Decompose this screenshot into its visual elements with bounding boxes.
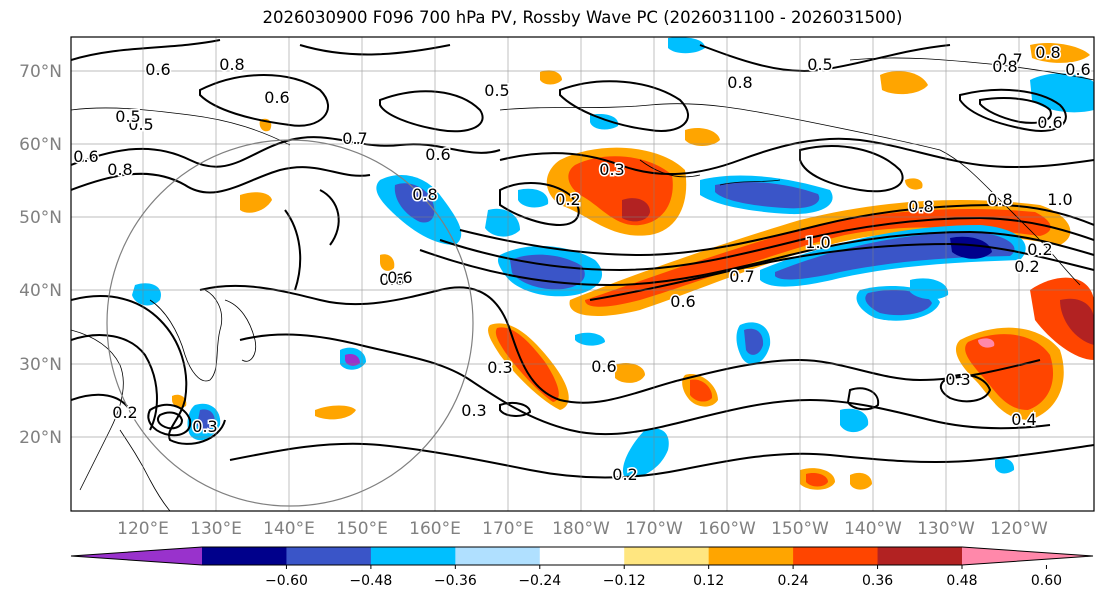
contour-label: 0.7 <box>729 267 754 286</box>
latitude-labels: 70°N 60°N 50°N 40°N 30°N 20°N <box>19 62 62 448</box>
contour-label: 0.6 <box>425 145 450 164</box>
colorbar-tick-label: 0.48 <box>946 573 977 589</box>
lon-label: 120°W <box>990 519 1048 539</box>
map-title: 2026030900 F096 700 hPa PV, Rossby Wave … <box>262 8 903 27</box>
contour-label: 0.5 <box>807 55 832 74</box>
contour-label: 0.8 <box>107 160 132 179</box>
shaded-anomalies <box>132 37 1094 490</box>
contour-label: 0.6 <box>73 147 98 166</box>
lat-label: 50°N <box>19 208 62 228</box>
colorbar: −0.60 −0.48 −0.36 −0.24 −0.12 0.12 0.24 0.36 0.4… <box>70 546 1094 589</box>
contour-label: 0.6 <box>1065 60 1090 79</box>
colorbar-segment <box>624 547 710 565</box>
colorbar-segment <box>286 547 372 565</box>
colorbar-tick-label: −0.12 <box>603 573 646 589</box>
contour-label: 0.2 <box>612 465 637 484</box>
lon-label: 150°W <box>771 519 829 539</box>
contour-label: 1.0 <box>805 233 830 252</box>
lat-label: 20°N <box>19 428 62 448</box>
contour-label: 0.2 <box>112 403 137 422</box>
contour-label: 0.5 <box>128 115 153 134</box>
contour-label: 0.3 <box>487 358 512 377</box>
contour-label: 0.2 <box>1014 257 1039 276</box>
colorbar-tick-label: 0.24 <box>778 573 809 589</box>
lon-label: 130°W <box>917 519 975 539</box>
contour-label: 0.2 <box>1027 240 1052 259</box>
longitude-labels: 120°E 130°E 140°E 150°E 160°E 170°E 180°… <box>117 519 1048 539</box>
lon-label: 170°E <box>482 519 534 539</box>
contour-label: 0.5 <box>115 107 140 126</box>
colorbar-segment <box>370 547 456 565</box>
contour-label: 0.8 <box>987 190 1012 209</box>
lat-label: 60°N <box>19 135 62 155</box>
contour-label: 1.0 <box>1047 190 1072 209</box>
contour-label: 0.4 <box>1011 410 1036 429</box>
colorbar-extend-max <box>962 547 1093 565</box>
colorbar-segment <box>793 547 879 565</box>
colorbar-tick-label: −0.48 <box>349 573 392 589</box>
contour-label: 0.8 <box>412 185 437 204</box>
lat-label: 40°N <box>19 281 62 301</box>
contour-label: 0.3 <box>461 401 486 420</box>
contour-label: 0.8 <box>727 73 752 92</box>
contour-label: 0.5 <box>484 81 509 100</box>
contour-label: 0.8 <box>908 197 933 216</box>
contour-label: 0.6 <box>670 292 695 311</box>
colorbar-tick-label: −0.24 <box>518 573 561 589</box>
graticule <box>71 37 1094 511</box>
colorbar-outline <box>70 546 1094 566</box>
colorbar-tick-label: −0.60 <box>265 573 308 589</box>
colorbar-segment <box>877 547 963 565</box>
contour-label: 0.3 <box>945 370 970 389</box>
lat-label: 70°N <box>19 62 62 82</box>
colorbar-tick-label: 0.12 <box>693 573 724 589</box>
map-frame <box>70 36 1095 512</box>
contour-label: 0.6 <box>379 270 404 289</box>
colorbar-tick-label: −0.36 <box>434 573 477 589</box>
contour-label: 0.6 <box>591 357 616 376</box>
lon-label: 120°E <box>117 519 169 539</box>
contour-label: 0.3 <box>599 160 624 179</box>
contour-label: 0.8 <box>219 55 244 74</box>
lon-label: 140°E <box>263 519 315 539</box>
contour-label: 0.8 <box>992 57 1017 76</box>
lon-label: 140°W <box>844 519 902 539</box>
colorbar-tick-label: 0.60 <box>1031 573 1062 589</box>
lon-label: 160°W <box>698 519 756 539</box>
colorbar-extend-min <box>71 547 202 565</box>
contour-label: 0.6 <box>387 268 412 287</box>
lat-label: 30°N <box>19 355 62 375</box>
radius-circle <box>106 139 474 507</box>
lon-label: 170°W <box>625 519 683 539</box>
colorbar-segment <box>539 547 625 565</box>
colorbar-tick-label: 0.36 <box>862 573 893 589</box>
contour-label: 0.6 <box>145 60 170 79</box>
contour-label: 0.7 <box>342 129 367 148</box>
lon-label: 130°E <box>190 519 242 539</box>
contour-label: 0.6 <box>264 88 289 107</box>
colorbar-segment <box>455 547 541 565</box>
contour-label: 0.2 <box>555 190 580 209</box>
contour-labels: 0.6 0.80.50.60.80.70.60.60.50.50.80.80.60… <box>72 42 1092 486</box>
contour-label: 0.8 <box>1035 43 1060 62</box>
contour-label: 0.3 <box>192 417 217 436</box>
colorbar-segment <box>708 547 794 565</box>
lon-label: 180°W <box>552 519 610 539</box>
pv-contours <box>71 39 1094 479</box>
contour-label: 0.6 <box>1037 113 1062 132</box>
coastlines <box>71 57 1094 511</box>
lon-label: 160°E <box>409 519 461 539</box>
lon-label: 150°E <box>336 519 388 539</box>
contour-label: 0.7 <box>997 50 1022 69</box>
colorbar-segment <box>202 547 287 565</box>
